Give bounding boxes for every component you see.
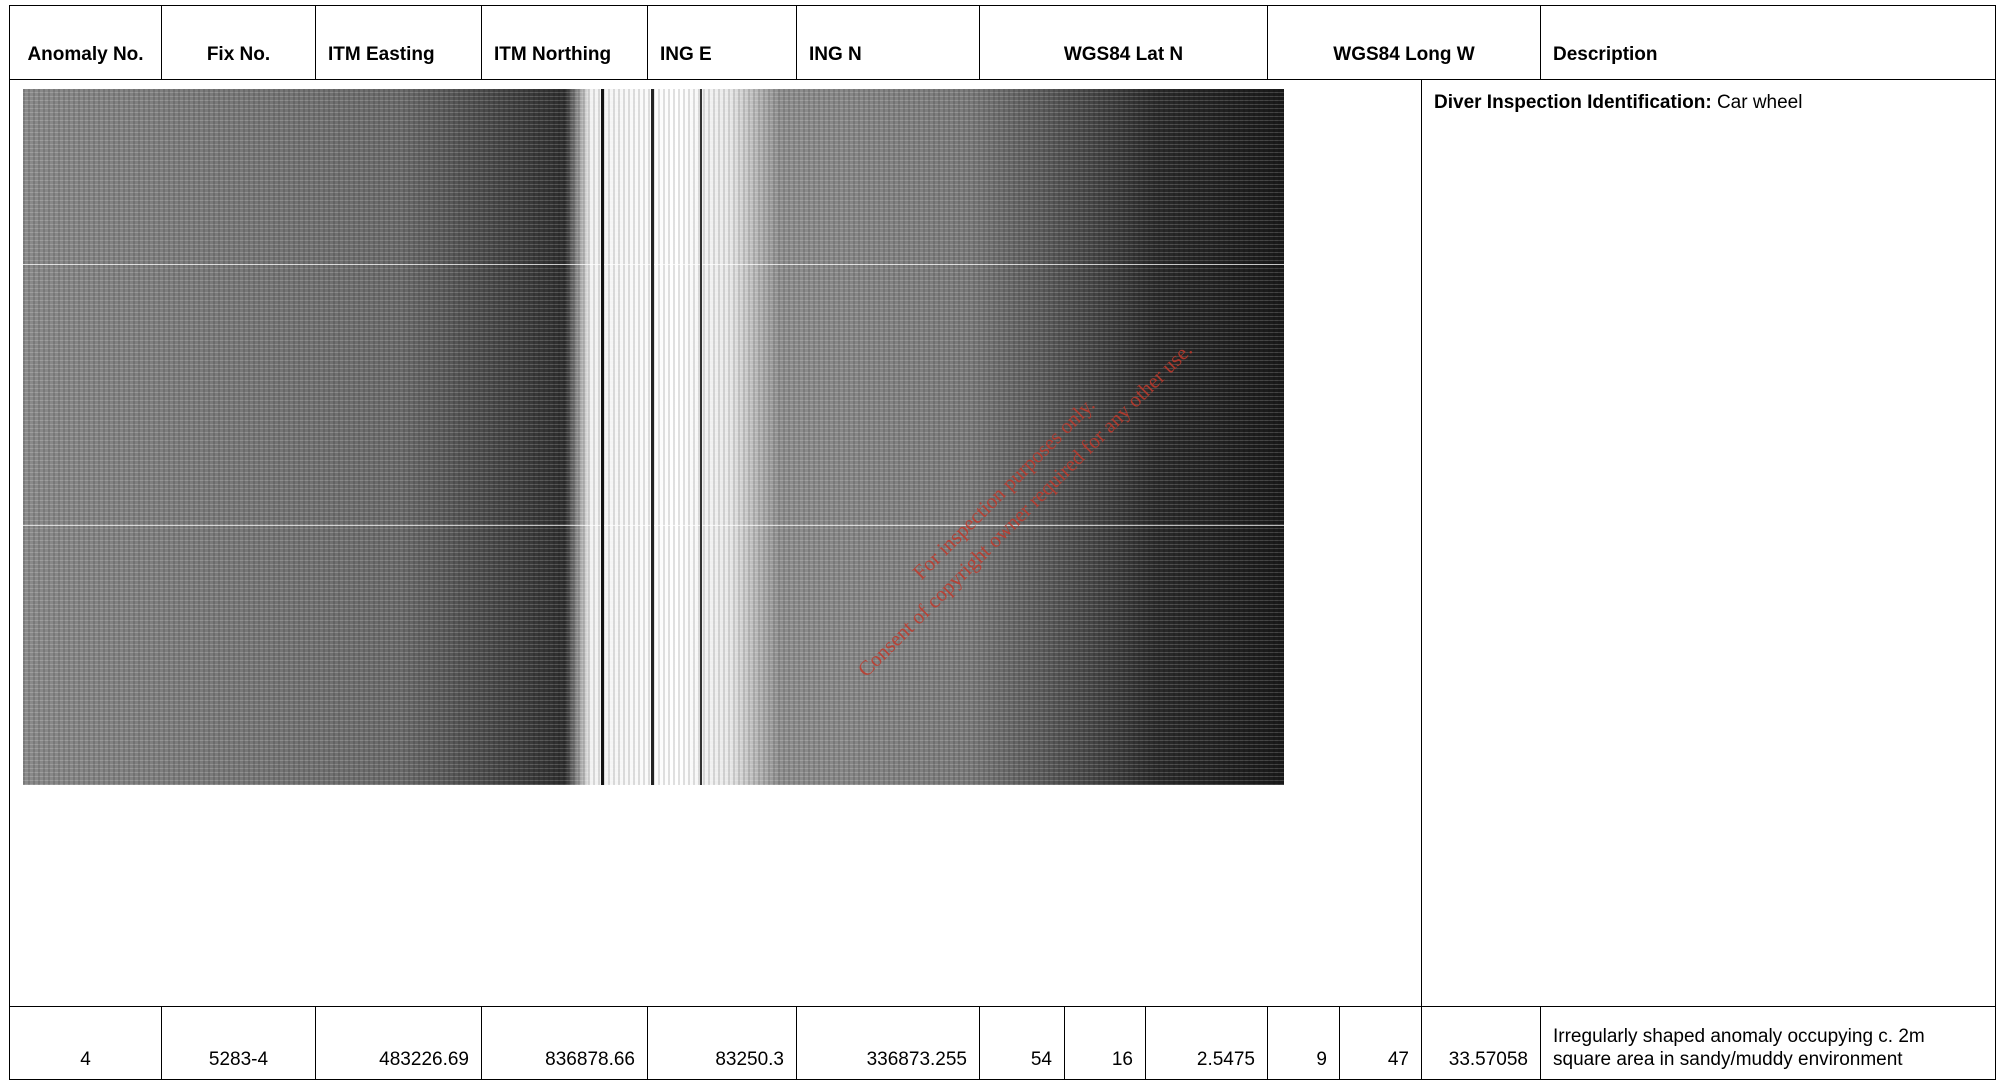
cell-text: 4 (80, 1048, 91, 1071)
data-cell: 4 (9, 1006, 162, 1080)
data-cell: 83250.3 (647, 1006, 797, 1080)
note-value: Car wheel (1717, 92, 1803, 113)
data-cell: 2.5475 (1145, 1006, 1268, 1080)
cell-text: 2.5475 (1197, 1048, 1255, 1071)
data-cell: 336873.255 (796, 1006, 980, 1080)
cell-text: 33.57058 (1449, 1048, 1528, 1071)
header-cell: Fix No. (161, 5, 316, 80)
cell-text: 83250.3 (715, 1048, 784, 1071)
data-cell: 54 (979, 1006, 1065, 1080)
watermark-line: For inspection purposes only. (830, 314, 1178, 662)
sonar-line (651, 89, 654, 785)
sonar-line (601, 89, 604, 785)
data-cell: 16 (1064, 1006, 1146, 1080)
cell-text: 336873.255 (867, 1048, 967, 1071)
header-cell: WGS84 Long W (1267, 5, 1541, 80)
header-cell: ITM Easting (315, 5, 482, 80)
header-cell: Anomaly No. (9, 5, 162, 80)
cell-text: 483226.69 (379, 1048, 469, 1071)
header-text: Description (1553, 43, 1658, 67)
cell-text: 16 (1112, 1048, 1133, 1071)
header-cell: ING N (796, 5, 980, 80)
data-cell: Irregularly shaped anomaly occupying c. … (1540, 1006, 1996, 1080)
header-text: WGS84 Lat N (1064, 43, 1183, 67)
data-cell: 5283-4 (161, 1006, 316, 1080)
note-label: Diver Inspection Identification: (1434, 92, 1712, 113)
cell-text: 47 (1388, 1048, 1409, 1071)
cell-text: 5283-4 (209, 1048, 268, 1071)
header-text: Fix No. (207, 43, 270, 67)
description-cell: Diver Inspection Identification: Car whe… (1421, 79, 1996, 1007)
header-text: Anomaly No. (27, 43, 143, 67)
cell-text: 54 (1031, 1048, 1052, 1071)
cell-text: 9 (1316, 1048, 1327, 1071)
inspection-note: Diver Inspection Identification: Car whe… (1434, 92, 1802, 114)
header-text: ITM Easting (328, 43, 435, 67)
cell-text: Irregularly shaped anomaly occupying c. … (1553, 1025, 1983, 1071)
page: For inspection purposes only. Consent of… (0, 0, 2004, 1076)
watermark: For inspection purposes only. Consent of… (830, 314, 1199, 683)
data-cell: 836878.66 (481, 1006, 648, 1080)
cell-text: 836878.66 (545, 1048, 635, 1071)
header-text: ITM Northing (494, 43, 611, 67)
header-cell: ING E (647, 5, 797, 80)
sonar-line (700, 89, 702, 785)
header-text: WGS84 Long W (1333, 43, 1474, 67)
header-cell: Description (1540, 5, 1996, 80)
data-cell: 47 (1339, 1006, 1422, 1080)
data-cell: 9 (1267, 1006, 1340, 1080)
data-cell: 33.57058 (1421, 1006, 1541, 1080)
sonar-image: For inspection purposes only. Consent of… (23, 89, 1284, 785)
header-cell: ITM Northing (481, 5, 648, 80)
data-cell: 483226.69 (315, 1006, 482, 1080)
header-cell: WGS84 Lat N (979, 5, 1268, 80)
header-text: ING E (660, 43, 712, 67)
watermark-line: Consent of copyright owner required for … (851, 335, 1199, 683)
header-text: ING N (809, 43, 862, 67)
